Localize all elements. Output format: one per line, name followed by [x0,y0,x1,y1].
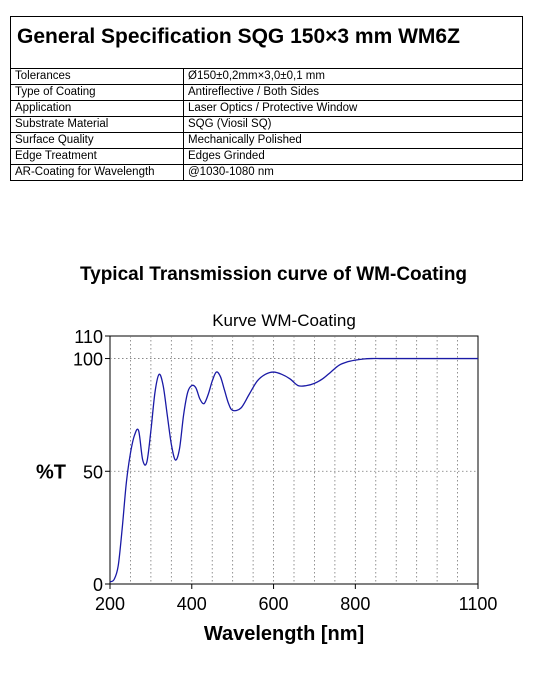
x-tick-label: 800 [340,594,370,614]
spec-row-value: Laser Optics / Protective Window [183,100,522,117]
spec-row-value: @1030-1080 nm [183,164,522,180]
spec-row: AR-Coating for Wavelength @1030-1080 nm [11,164,522,180]
spec-row-value: Antireflective / Both Sides [183,84,522,101]
spec-row: Application Laser Optics / Protective Win… [11,100,522,117]
spec-row-value: Mechanically Polished [183,132,522,149]
spec-row-label: Substrate Material [11,116,184,133]
spec-row-value: Edges Grinded [183,148,522,165]
spec-row-value: Ø150±0,2mm×3,0±0,1 mm [188,70,325,82]
curve-heading: Typical Transmission curve of WM-Coating [79,264,468,285]
spec-table: Tolerances Ø150±0,2mm×3,0±0,1 mm Type of C… [11,69,522,180]
spec-row: Surface Quality Mechanically Polished [11,132,522,149]
spec-table-box: General Specification SQG 150×3 mm WM6Z … [10,16,523,181]
y-tick-label: 50 [83,462,103,482]
spec-row: Substrate Material SQG (Viosil SQ) [11,116,522,133]
spec-row: Type of Coating Antireflective / Both Sid… [11,84,522,101]
spec-title: General Specification SQG 150×3 mm WM6Z [11,17,522,69]
spec-row-label: Type of Coating [11,84,184,101]
x-tick-label: 1100 [459,594,498,614]
spec-row-label: Application [11,100,184,117]
x-tick-label: 200 [95,594,125,614]
spec-row-label: Tolerances [11,69,184,85]
y-tick-label: 100 [73,350,103,370]
spec-row: Edge Treatment Edges Grinded [11,148,522,165]
spec-row: Tolerances Ø150±0,2mm×3,0±0,1 mm [11,69,522,85]
spec-row-label: Edge Treatment [11,148,184,165]
x-axis-label: Wavelength [nm] [204,623,364,645]
transmission-chart: 0 50 100 110 200 400 600 800 1100 Kurve WM-Coatin… [36,311,498,645]
y-tick-label: 110 [74,327,103,347]
spec-row-label: AR-Coating for Wavelength [11,164,184,180]
x-tick-label: 600 [259,594,289,614]
y-tick-label: 0 [93,575,103,595]
chart-title: Kurve WM-Coating [212,311,356,330]
spec-row-value: SQG (Viosil SQ) [183,116,522,133]
spec-row-label: Surface Quality [11,132,184,149]
y-axis-label: %T [36,461,66,483]
transmission-series-line [109,357,478,583]
x-tick-label: 400 [177,594,207,614]
